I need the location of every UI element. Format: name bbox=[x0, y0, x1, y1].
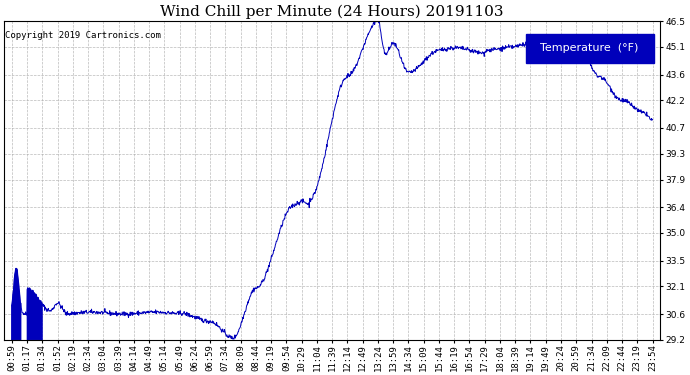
Text: Copyright 2019 Cartronics.com: Copyright 2019 Cartronics.com bbox=[6, 31, 161, 40]
Bar bbox=[526, 34, 653, 63]
Text: Temperature  (°F): Temperature (°F) bbox=[540, 43, 639, 53]
Title: Wind Chill per Minute (24 Hours) 20191103: Wind Chill per Minute (24 Hours) 2019110… bbox=[160, 4, 504, 18]
